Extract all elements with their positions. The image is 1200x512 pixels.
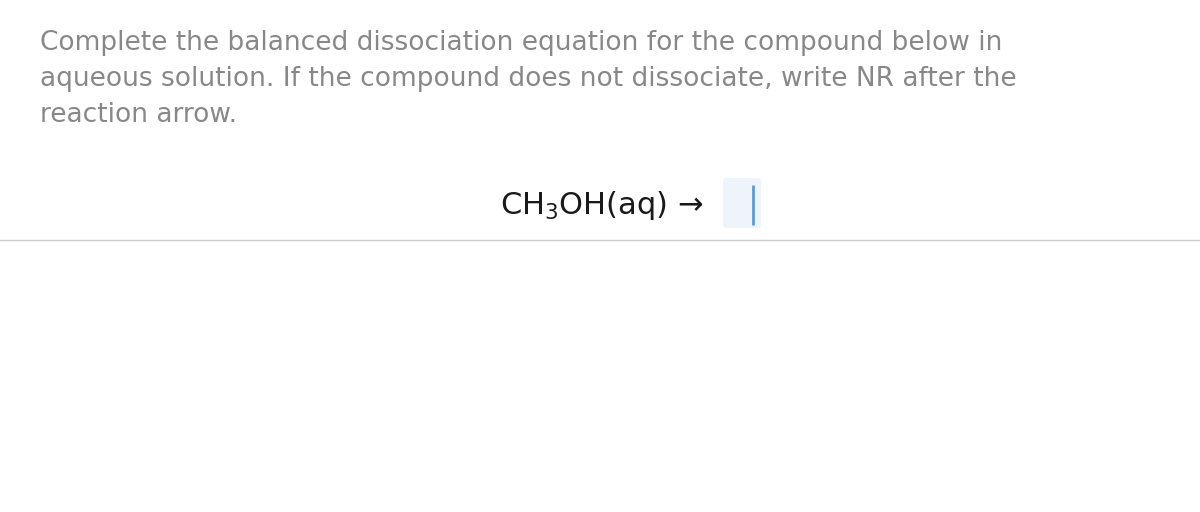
Text: Complete the balanced dissociation equation for the compound below in
aqueous so: Complete the balanced dissociation equat…: [40, 30, 1016, 128]
Text: CH$_3$OH(aq) →: CH$_3$OH(aq) →: [500, 188, 703, 222]
FancyBboxPatch shape: [722, 178, 761, 228]
